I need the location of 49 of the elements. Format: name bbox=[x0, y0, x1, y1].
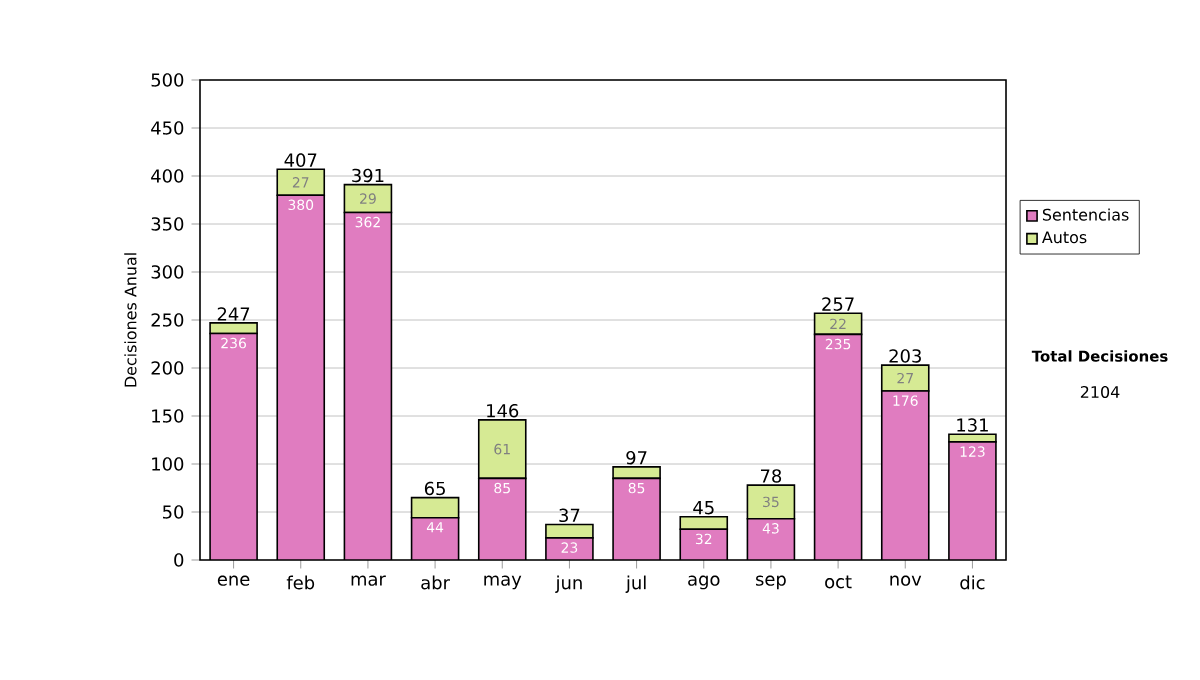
y-tick-label: 200 bbox=[151, 361, 184, 375]
x-tick-label: ene bbox=[217, 575, 250, 586]
bar bbox=[612, 466, 661, 480]
x-tick-label: jun bbox=[555, 575, 582, 593]
x-tick-label: mar bbox=[351, 575, 386, 586]
total-label: 407 bbox=[284, 153, 317, 167]
y-tick-label: 250 bbox=[151, 313, 184, 327]
y-tick-label: 100 bbox=[152, 457, 184, 471]
x-tick-label: abr bbox=[421, 575, 450, 590]
bar bbox=[880, 364, 930, 392]
bar bbox=[477, 419, 527, 480]
bar bbox=[344, 212, 392, 560]
y-tick-label: 50 bbox=[163, 505, 184, 519]
y-tick-label: 400 bbox=[151, 169, 184, 183]
bar bbox=[814, 334, 862, 560]
total-label: 257 bbox=[822, 297, 854, 311]
bar bbox=[813, 312, 863, 336]
x-tick-label: feb bbox=[286, 575, 315, 590]
bar bbox=[277, 195, 325, 560]
x-tick-label: oct bbox=[825, 575, 852, 589]
total-label: 97 bbox=[626, 450, 647, 465]
total-label: 131 bbox=[957, 418, 988, 432]
y-tick-label: 300 bbox=[151, 265, 184, 279]
bar bbox=[613, 478, 661, 560]
bar bbox=[210, 333, 258, 560]
x-tick-label: sep bbox=[756, 575, 786, 590]
x-tick-label: may bbox=[484, 575, 522, 590]
y-tick-label: 350 bbox=[151, 217, 184, 231]
total-label: 45 bbox=[693, 501, 714, 515]
total-label: 78 bbox=[760, 469, 782, 483]
bar bbox=[478, 478, 526, 560]
x-tick-label: dic bbox=[960, 575, 985, 590]
y-tick-label: 150 bbox=[152, 409, 184, 423]
total-label: 203 bbox=[889, 349, 921, 363]
total-label: 391 bbox=[352, 168, 384, 183]
bar bbox=[881, 391, 929, 560]
total-label: 65 bbox=[424, 481, 445, 496]
total-label: 37 bbox=[559, 508, 580, 523]
x-tick-label: nov bbox=[890, 575, 922, 586]
bar bbox=[746, 484, 796, 520]
x-tick-label: jul bbox=[625, 575, 646, 593]
bar bbox=[410, 496, 460, 519]
bar bbox=[948, 441, 997, 560]
total-label: 247 bbox=[217, 307, 250, 321]
total-label: 146 bbox=[487, 403, 519, 418]
y-tick-label: 0 bbox=[174, 553, 184, 567]
y-tick-label: 500 bbox=[151, 73, 184, 87]
y-tick-label: 450 bbox=[151, 121, 184, 135]
x-tick-label: ago bbox=[688, 575, 720, 590]
